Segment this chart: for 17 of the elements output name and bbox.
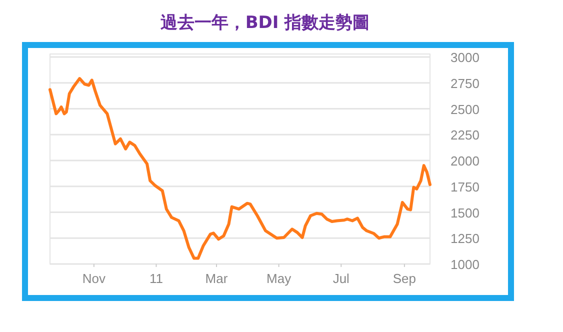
y-tick-label: 3000 <box>450 50 480 65</box>
x-tick-label: Nov <box>82 271 106 286</box>
y-tick-label: 1000 <box>450 257 480 272</box>
y-tick-label: 2500 <box>450 102 480 117</box>
x-tick-label: 11 <box>149 271 163 286</box>
y-tick-label: 2000 <box>450 154 480 168</box>
chart-title: 過去一年，BDI 指數走勢圖 <box>159 13 370 33</box>
x-tick-label: Sep <box>392 271 416 286</box>
x-tick-label: Jul <box>332 271 350 286</box>
x-tick-label: May <box>266 271 292 286</box>
y-tick-label: 1750 <box>450 179 480 194</box>
line-series <box>48 77 432 260</box>
y-tick-label: 1500 <box>450 205 480 220</box>
y-tick-label: 1250 <box>450 231 480 246</box>
y-tick-label: 2250 <box>450 128 480 143</box>
y-tick-label: 2750 <box>450 76 480 91</box>
x-tick-label: Mar <box>205 271 228 286</box>
